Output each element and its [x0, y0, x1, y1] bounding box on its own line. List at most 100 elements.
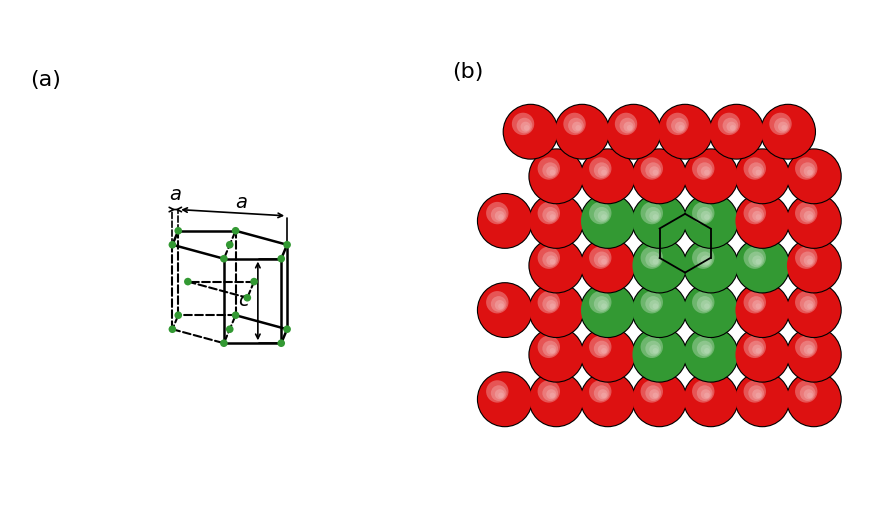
Circle shape [528, 282, 584, 338]
Circle shape [528, 327, 584, 383]
Circle shape [652, 169, 658, 175]
Circle shape [701, 300, 711, 310]
Circle shape [696, 386, 712, 401]
Circle shape [543, 252, 558, 267]
Circle shape [807, 169, 812, 175]
Circle shape [550, 392, 555, 398]
Circle shape [546, 389, 557, 399]
Circle shape [283, 326, 291, 333]
Circle shape [683, 237, 739, 294]
Circle shape [696, 341, 712, 356]
Circle shape [554, 104, 610, 160]
Circle shape [597, 389, 608, 399]
Circle shape [650, 345, 659, 355]
Circle shape [594, 207, 610, 222]
Circle shape [787, 328, 841, 382]
Circle shape [184, 278, 192, 286]
Circle shape [735, 237, 790, 294]
Circle shape [504, 105, 558, 159]
Circle shape [704, 392, 710, 398]
Circle shape [786, 371, 842, 427]
Circle shape [696, 252, 712, 267]
Circle shape [743, 336, 766, 358]
Circle shape [692, 157, 714, 179]
Circle shape [537, 202, 560, 224]
Circle shape [735, 148, 790, 204]
Circle shape [580, 193, 635, 249]
Circle shape [786, 282, 842, 338]
Circle shape [524, 125, 529, 131]
Circle shape [498, 392, 504, 398]
Circle shape [756, 392, 761, 398]
Circle shape [800, 386, 815, 401]
Circle shape [807, 214, 812, 220]
Circle shape [491, 296, 506, 312]
Circle shape [529, 194, 583, 248]
Circle shape [807, 392, 812, 398]
Circle shape [581, 238, 635, 293]
Circle shape [652, 214, 658, 220]
Circle shape [786, 148, 842, 204]
Circle shape [546, 300, 557, 310]
Circle shape [495, 389, 504, 399]
Circle shape [683, 371, 739, 427]
Circle shape [684, 149, 738, 203]
Circle shape [589, 246, 612, 269]
Circle shape [486, 202, 509, 224]
Circle shape [650, 389, 659, 399]
Circle shape [546, 166, 557, 176]
Circle shape [787, 283, 841, 337]
Circle shape [529, 238, 583, 293]
Circle shape [631, 371, 688, 427]
Circle shape [546, 345, 557, 355]
Circle shape [543, 341, 558, 356]
Circle shape [701, 166, 711, 176]
Circle shape [581, 283, 635, 337]
Circle shape [752, 300, 762, 310]
Circle shape [804, 300, 814, 310]
Circle shape [597, 300, 608, 310]
Circle shape [537, 246, 560, 269]
Circle shape [486, 291, 509, 313]
Circle shape [250, 278, 258, 286]
Circle shape [528, 193, 584, 249]
Circle shape [692, 336, 714, 358]
Circle shape [749, 296, 764, 312]
Circle shape [786, 193, 842, 249]
Circle shape [605, 104, 662, 160]
Circle shape [735, 149, 789, 203]
Circle shape [749, 386, 764, 401]
Circle shape [704, 259, 710, 264]
Circle shape [679, 125, 684, 131]
Circle shape [620, 118, 635, 133]
Circle shape [520, 122, 531, 132]
Circle shape [752, 255, 762, 266]
Circle shape [795, 380, 818, 402]
Circle shape [537, 380, 560, 402]
Circle shape [529, 372, 583, 426]
Circle shape [704, 214, 710, 220]
Circle shape [594, 296, 610, 312]
Circle shape [589, 291, 612, 313]
Circle shape [671, 118, 687, 133]
Circle shape [478, 283, 532, 337]
Circle shape [277, 339, 285, 347]
Circle shape [633, 372, 686, 426]
Circle shape [641, 336, 663, 358]
Circle shape [795, 291, 818, 313]
Circle shape [580, 282, 635, 338]
Circle shape [735, 194, 789, 248]
Circle shape [550, 214, 555, 220]
Circle shape [735, 328, 789, 382]
Circle shape [601, 214, 607, 220]
Circle shape [631, 237, 688, 294]
Circle shape [594, 252, 610, 267]
Circle shape [701, 345, 711, 355]
Circle shape [696, 162, 712, 178]
Circle shape [735, 193, 790, 249]
Circle shape [652, 392, 658, 398]
Circle shape [641, 246, 663, 269]
Circle shape [478, 194, 532, 248]
Circle shape [580, 371, 635, 427]
Circle shape [555, 105, 609, 159]
